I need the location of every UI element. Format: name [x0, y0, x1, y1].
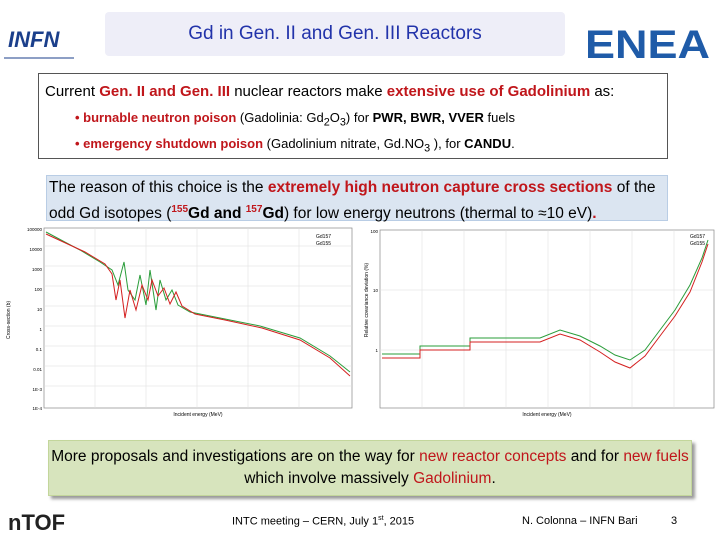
text: and for: [566, 448, 624, 465]
y-tick-labels: 100000 10000 1000 100 10 1 0.1 0.01 1E-3…: [27, 227, 43, 411]
y-tick-label: 100: [370, 229, 378, 234]
text: • emergency shutdown poison: [75, 136, 264, 151]
text: of the odd Gd isotopes (: [49, 179, 656, 223]
text: new reactor concepts: [419, 448, 567, 465]
outlook-box: More proposals and investigations are on…: [48, 440, 692, 496]
legend-entry: Gd157: [316, 234, 331, 240]
plot-grid: [44, 228, 352, 408]
reason-box: The reason of this choice is the extreme…: [46, 175, 668, 223]
figure-bg: [360, 224, 718, 418]
text: which involve massively: [244, 470, 414, 487]
text: Current: [45, 83, 100, 100]
text: as:: [590, 83, 615, 100]
y-tick-label: 0.01: [33, 367, 42, 372]
bullet: • burnable neutron poison (Gadolinia: Gd…: [75, 110, 515, 129]
footer-meeting: INTC meeting – CERN, July 1st, 2015: [232, 515, 414, 528]
text: 2: [323, 116, 330, 129]
plot-frame: [379, 229, 715, 409]
text: • burnable neutron poison: [75, 110, 237, 125]
text: extensive use of Gadolinium: [386, 83, 591, 100]
text: nuclear reactors make: [230, 83, 387, 100]
intro-box: Current Gen. II and Gen. III nuclear rea…: [38, 73, 668, 159]
text: .: [491, 470, 496, 487]
curve-gd157: [45, 233, 351, 377]
y-tick-label: 1E-4: [32, 406, 42, 411]
text: O: [329, 110, 340, 125]
text: PWR, BWR, VVER: [372, 110, 484, 125]
text: ), for: [430, 136, 465, 151]
text: .: [592, 205, 597, 223]
x-axis-label: Incident energy (MeV): [522, 412, 572, 418]
y-axis-label: Cross-section (b): [6, 301, 12, 339]
plot-frame: [43, 227, 353, 409]
infn-logo: INFN: [8, 27, 60, 52]
y-tick-label: 1: [375, 348, 378, 353]
y-tick-label: 10: [37, 307, 43, 312]
text: (Gadolinium nitrate, Gd.NO: [263, 136, 425, 151]
y-tick-labels: 100 10 1: [370, 229, 378, 353]
text: .: [511, 136, 515, 151]
text: Gd: [262, 205, 284, 223]
text: 157: [245, 204, 263, 215]
text: st: [378, 515, 384, 522]
text: fuels: [483, 110, 515, 125]
y-axis-label: Relative covariance deviation (%): [364, 263, 370, 338]
enea-logo: ENEA: [585, 23, 710, 67]
legend-entry: Gd157: [690, 234, 705, 240]
legend-entry: Gd155: [316, 241, 331, 247]
text: new fuels: [623, 448, 689, 465]
slide-title: Gd in Gen. II and Gen. III Reactors: [105, 12, 565, 56]
y-tick-label: 100: [34, 287, 42, 292]
ntof-logo: nTOF: [8, 510, 65, 535]
text: 3: [424, 142, 431, 155]
y-tick-label: 100000: [27, 227, 43, 232]
text: INTC meeting – CERN, July 1: [232, 515, 379, 528]
y-tick-label: 1000: [32, 267, 43, 272]
y-tick-label: 10: [373, 288, 379, 293]
curve-gd155: [45, 231, 351, 373]
y-tick-label: 0.1: [36, 347, 43, 352]
figure-right: Gd157 Gd155 Relative covariance deviatio…: [360, 224, 718, 418]
text: ) for low energy neutrons (thermal to ≈1…: [283, 205, 593, 223]
bullet: • emergency shutdown poison (Gadolinium …: [75, 136, 515, 155]
legend-entry: Gd155: [690, 241, 705, 247]
text: 3: [339, 116, 346, 129]
text: Gadolinium: [413, 470, 492, 487]
text: Gd and: [188, 205, 246, 223]
footer-author: N. Colonna – INFN Bari: [522, 515, 638, 527]
curve-gd157: [382, 243, 709, 369]
text: , 2015: [383, 515, 415, 528]
intro-line: Current Gen. II and Gen. III nuclear rea…: [45, 83, 614, 100]
curve-gd155: [382, 239, 709, 361]
text: ) for: [345, 110, 373, 125]
page-number: 3: [671, 515, 678, 527]
y-tick-label: 10000: [29, 247, 42, 252]
figure-bg: [2, 224, 356, 418]
text: Gen. II and Gen. III: [99, 83, 231, 100]
text: (Gadolinia: Gd: [236, 110, 324, 125]
text: CANDU: [464, 136, 512, 151]
y-tick-label: 1E-3: [32, 387, 42, 392]
text: extremely high neutron capture cross sec…: [267, 179, 613, 196]
text: The reason of this choice is the: [49, 179, 268, 196]
text: 155: [171, 204, 189, 215]
y-tick-label: 1: [39, 327, 42, 332]
figure-left: Gd157 Gd155 Cross-section (b) Incident e…: [2, 224, 356, 418]
x-axis-label: Incident energy (MeV): [173, 412, 223, 418]
text: More proposals and investigations are on…: [51, 448, 420, 465]
